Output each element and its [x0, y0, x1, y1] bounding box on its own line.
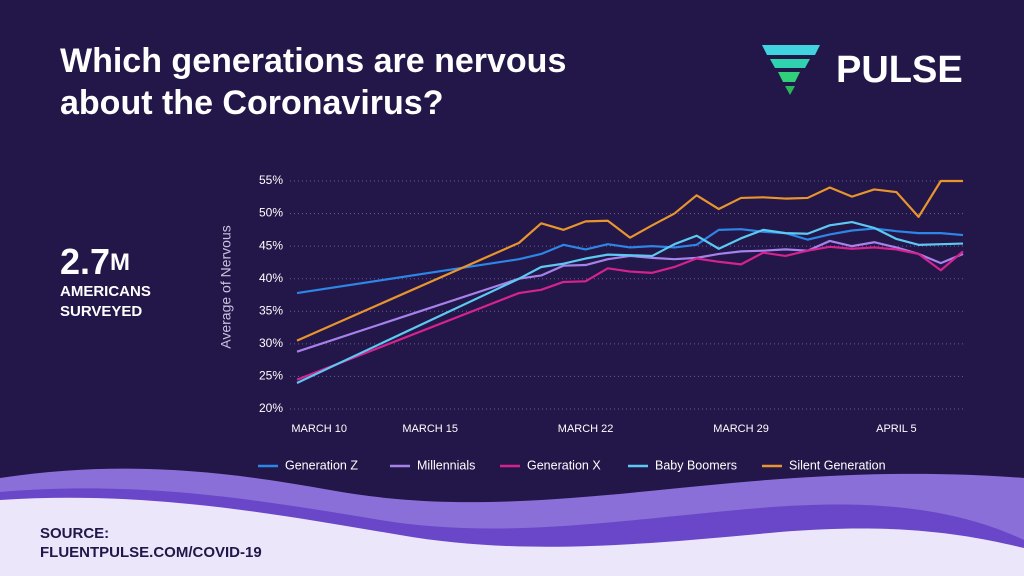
x-tick-label: MARCH 29	[713, 423, 769, 435]
y-tick-label: 50%	[259, 206, 283, 220]
legend-label: Silent Generation	[789, 458, 886, 472]
series-line	[296, 227, 964, 295]
y-tick-label: 55%	[259, 173, 283, 187]
series-line	[296, 220, 964, 384]
source: FLUENTPULSE.COM/COVID-19	[40, 544, 262, 561]
y-tick-label: 35%	[259, 303, 283, 317]
x-tick-label: APRIL 5	[876, 423, 917, 435]
y-tick-label: 30%	[259, 336, 283, 350]
series-line	[296, 179, 963, 342]
x-tick-label: MARCH 10	[291, 423, 347, 435]
y-tick-label: 40%	[259, 271, 283, 285]
callout-value: 2.7M	[60, 241, 130, 282]
x-tick-label: MARCH 22	[558, 423, 614, 435]
legend-label: Generation Z	[285, 458, 358, 472]
series-line	[296, 239, 964, 353]
title: Which generations are nervous about the …	[60, 42, 567, 122]
callout-label: SURVEYED	[60, 303, 142, 320]
y-tick-label: 20%	[259, 401, 283, 415]
wave-front	[0, 497, 1024, 576]
legend-label: Generation X	[527, 458, 601, 472]
y-tick-label: 45%	[259, 238, 283, 252]
x-tick-label: MARCH 15	[402, 423, 458, 435]
legend-label: Millennials	[417, 458, 475, 472]
logo-icon	[762, 45, 820, 95]
callout-label: AMERICANS	[60, 283, 151, 300]
legend-label: Baby Boomers	[655, 458, 737, 472]
source: SOURCE:	[40, 525, 109, 542]
series-line	[296, 245, 964, 381]
y-tick-label: 25%	[259, 369, 283, 383]
y-axis-label: Average of Nervous	[218, 225, 234, 348]
brand: PULSE	[836, 49, 963, 91]
